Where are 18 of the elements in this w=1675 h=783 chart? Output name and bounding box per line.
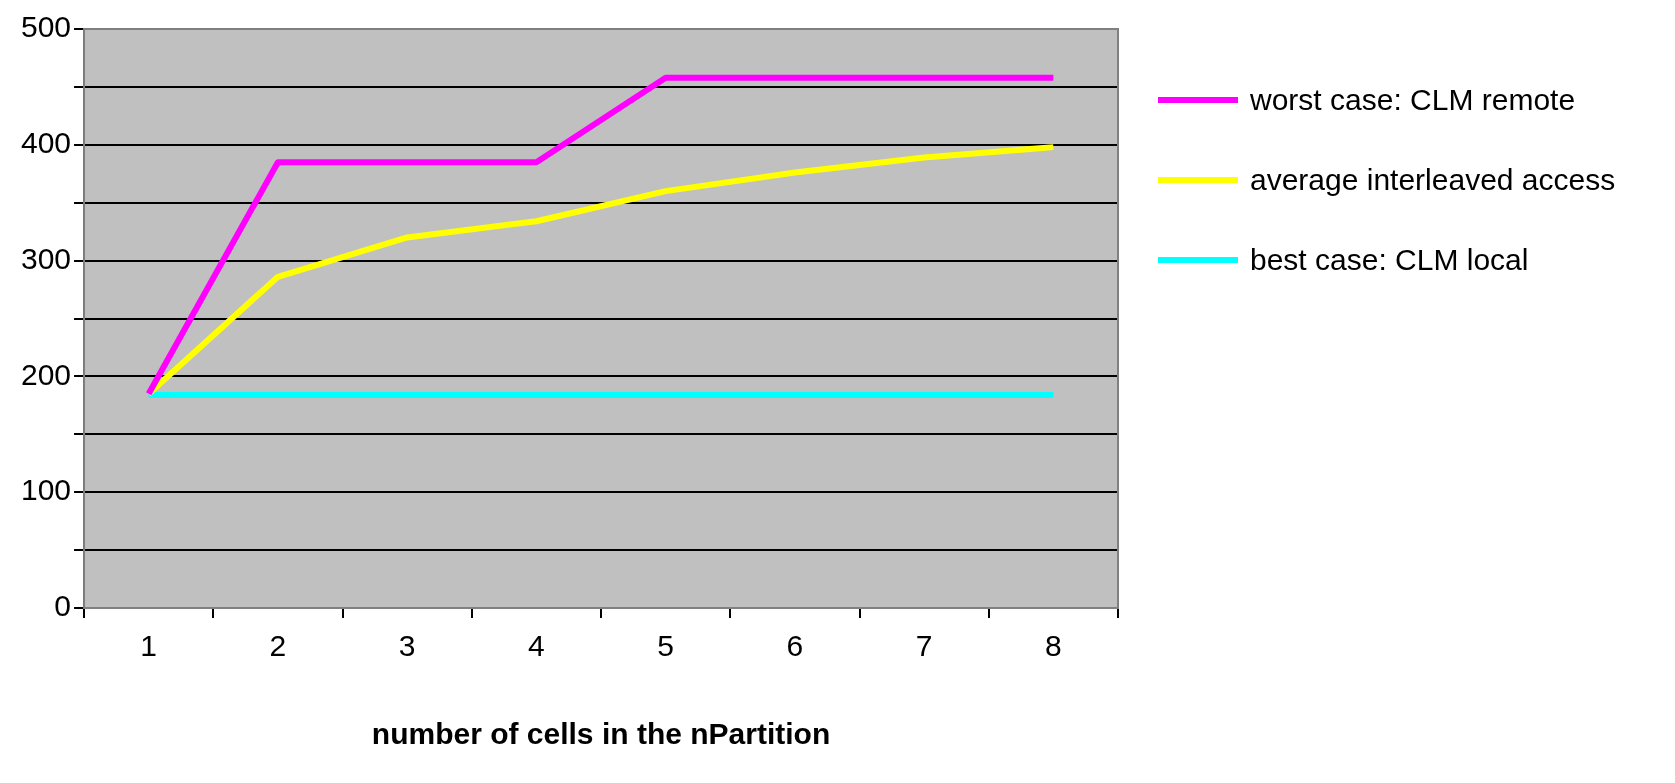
y-tick-label: 0: [54, 589, 72, 623]
legend-label: worst case: CLM remote: [1250, 83, 1576, 117]
legend-label: average interleaved access: [1250, 163, 1616, 197]
x-tick-label: 5: [657, 629, 674, 663]
x-axis-title: number of cells in the nPartition: [371, 717, 831, 751]
x-tick-label: 8: [1045, 629, 1062, 663]
x-tick-label: 6: [786, 629, 804, 663]
legend-label: best case: CLM local: [1250, 243, 1529, 277]
y-tick-label: 100: [20, 473, 72, 507]
y-tick-label: 200: [20, 357, 72, 391]
x-tick-label: 1: [140, 629, 158, 663]
x-tick-label: 4: [528, 629, 545, 663]
y-tick-label: 500: [20, 10, 72, 44]
x-tick-label: 2: [269, 629, 287, 663]
x-tick-label: 3: [398, 629, 416, 663]
y-tick-label: 400: [20, 126, 72, 160]
y-tick-label: 300: [20, 241, 72, 275]
x-tick-label: 7: [915, 629, 933, 663]
